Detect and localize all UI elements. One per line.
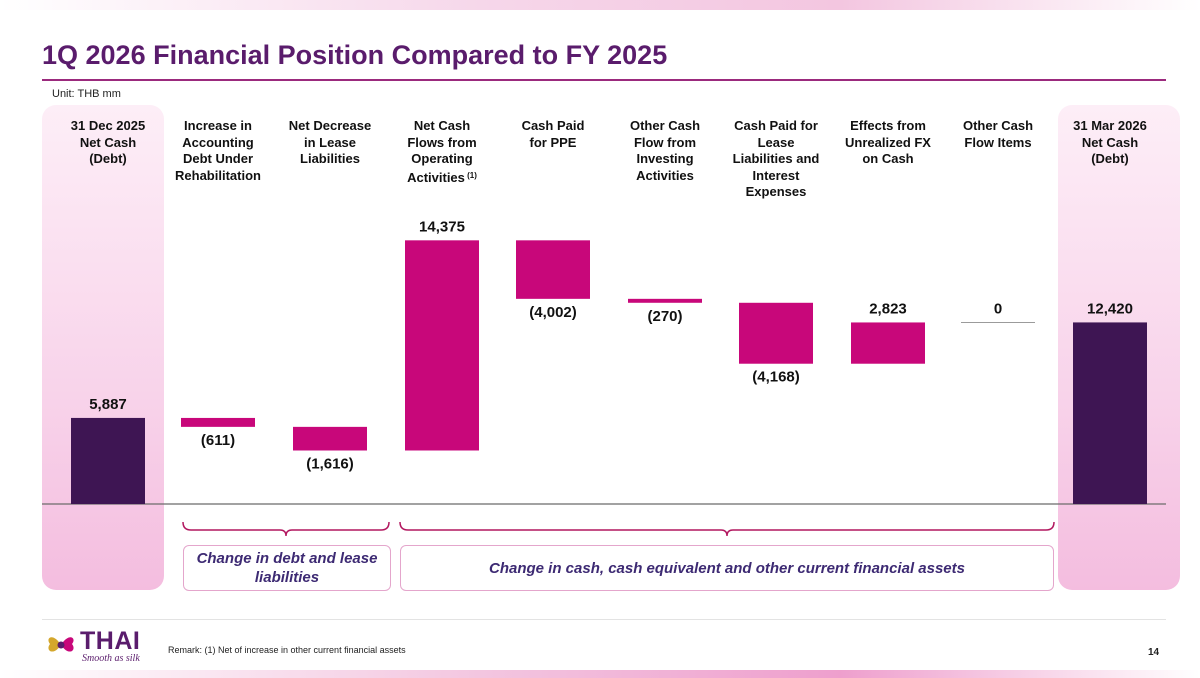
column-header-label: Cash Paid for PPE — [521, 118, 585, 150]
bar-value-label: (611) — [201, 432, 235, 449]
bottom-decor-stripe — [0, 670, 1200, 678]
footnote-marker: (1) — [464, 170, 477, 180]
orchid-icon — [48, 637, 74, 652]
column-header-label: Net Cash Flows from Operating Activities — [407, 118, 477, 185]
bar-value-label: 2,823 — [869, 300, 907, 317]
logo-tagline: Smooth as silk — [82, 653, 140, 664]
chart-bar — [1073, 322, 1147, 504]
chart-bar — [181, 417, 255, 427]
title-divider — [42, 79, 1166, 81]
bar-value-label: (4,168) — [752, 369, 800, 386]
column-header: Net Cash Flows from Operating Activities… — [388, 118, 496, 186]
bar-value-label: 14,375 — [419, 218, 465, 235]
bar-value-label: 12,420 — [1087, 300, 1133, 317]
column-header: Cash Paid for Lease Liabilities and Inte… — [722, 118, 830, 201]
logo-wordmark: THAI — [80, 627, 141, 655]
group-label-debt: Change in debt and lease liabilities — [183, 545, 391, 591]
column-header: 31 Mar 2026 Net Cash (Debt) — [1056, 118, 1164, 168]
footer-divider — [42, 619, 1166, 620]
footnote-remark: Remark: (1) Net of increase in other cur… — [168, 645, 406, 655]
column-header-label: Effects from Unrealized FX on Cash — [845, 118, 931, 166]
bar-value-label: 5,887 — [89, 396, 127, 413]
column-header: Cash Paid for PPE — [499, 118, 607, 151]
chart-bar — [739, 302, 813, 364]
chart-bar — [71, 417, 145, 504]
column-header: Net Decrease in Lease Liabilities — [276, 118, 384, 168]
column-header: Increase in Accounting Debt Under Rehabi… — [164, 118, 272, 184]
unit-label: Unit: THB mm — [52, 88, 121, 100]
page-title: 1Q 2026 Financial Position Compared to F… — [42, 40, 668, 70]
column-header: Effects from Unrealized FX on Cash — [834, 118, 942, 168]
bar-value-label: (1,616) — [306, 455, 354, 472]
top-decor-stripe — [0, 0, 1200, 10]
start-column-highlight — [42, 105, 164, 590]
chart-bar — [628, 298, 702, 303]
column-header-label: Net Decrease in Lease Liabilities — [288, 118, 372, 166]
bar-value-label: 0 — [994, 300, 1002, 317]
group-brace — [182, 521, 390, 537]
bar-value-label: (4,002) — [529, 304, 577, 321]
column-header-label: 31 Mar 2026 Net Cash (Debt) — [1073, 118, 1147, 166]
bar-value-label: (270) — [647, 308, 682, 325]
group-label-cash: Change in cash, cash equivalent and othe… — [400, 545, 1054, 591]
group-brace — [399, 521, 1055, 537]
chart-bar — [405, 240, 479, 451]
thai-logo: THAI Smooth as silk — [44, 626, 184, 666]
column-header: Other Cash Flow from Investing Activitie… — [611, 118, 719, 184]
column-header: 31 Dec 2025 Net Cash (Debt) — [54, 118, 162, 168]
column-header: Other Cash Flow Items — [944, 118, 1052, 151]
chart-bar — [516, 240, 590, 299]
chart-bar — [851, 322, 925, 364]
column-header-label: Increase in Accounting Debt Under Rehabi… — [175, 118, 261, 183]
column-header-label: Other Cash Flow Items — [962, 118, 1034, 150]
column-header-label: Cash Paid for Lease Liabilities and Inte… — [732, 118, 820, 199]
column-header-label: Other Cash Flow from Investing Activitie… — [629, 118, 701, 183]
column-header-label: 31 Dec 2025 Net Cash (Debt) — [70, 118, 146, 166]
chart-bar — [293, 426, 367, 451]
page-number: 14 — [1148, 647, 1160, 658]
